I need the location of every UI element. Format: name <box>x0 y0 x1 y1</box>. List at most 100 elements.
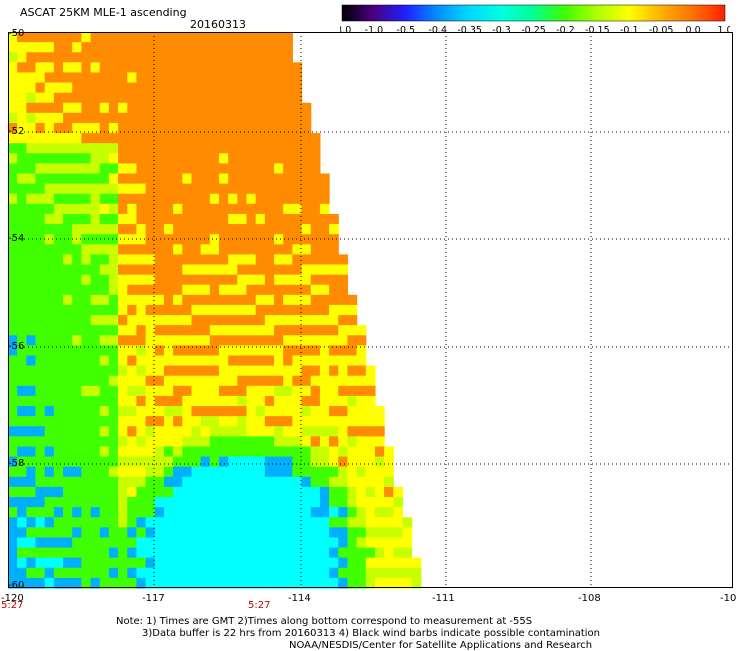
swath-cell <box>310 254 321 266</box>
swath-cell <box>53 527 64 539</box>
swath-cell <box>246 497 257 508</box>
swath-cell <box>200 213 211 225</box>
swath-cell <box>200 315 211 326</box>
swath-cell <box>26 486 37 498</box>
swath-cell <box>118 244 128 255</box>
swath-cell <box>347 304 358 316</box>
swath-cell <box>329 567 339 579</box>
swath-cell <box>90 173 101 185</box>
swath-cell <box>264 224 275 235</box>
swath-cell <box>26 385 37 397</box>
swath-cell <box>283 345 293 357</box>
swath-cell <box>136 284 147 296</box>
swath-cell <box>191 173 202 185</box>
swath-cell <box>264 163 275 175</box>
swath-cell <box>63 284 73 296</box>
swath-cell <box>255 446 266 458</box>
swath-cell <box>301 143 312 154</box>
swath-cell <box>163 476 174 488</box>
swath-cell <box>53 254 64 266</box>
swath-cell <box>209 375 220 387</box>
swath-cell <box>338 567 349 579</box>
swath-cell <box>191 547 202 559</box>
swath-cell <box>374 466 385 478</box>
swath-cell <box>35 254 46 266</box>
swath-cell <box>26 426 37 437</box>
swath-cell <box>136 335 147 346</box>
swath-cell <box>17 183 27 195</box>
swath-cell <box>301 355 312 367</box>
swath-cell <box>182 537 193 549</box>
colorbar-label: -0.15 <box>585 25 610 34</box>
swath-cell <box>81 284 92 296</box>
swath-cell <box>136 446 147 458</box>
swath-cell <box>301 163 312 175</box>
swath-cell <box>154 315 165 326</box>
swath-cell <box>44 345 55 357</box>
swath-cell <box>182 183 193 195</box>
swath-cell <box>99 476 110 488</box>
swath-cell <box>365 557 376 569</box>
swath-cell <box>72 82 82 94</box>
swath-cell <box>264 527 275 539</box>
swath-cell <box>44 294 55 306</box>
swath-cell <box>356 355 367 367</box>
swath-cell <box>356 476 367 488</box>
swath-cell <box>237 416 248 427</box>
swath-cell <box>145 406 156 417</box>
swath-cell <box>292 264 303 276</box>
swath-cell <box>53 476 64 488</box>
swath-cell <box>319 224 330 235</box>
swath-cell <box>209 304 220 316</box>
swath-cell <box>8 567 18 579</box>
swath-cell <box>246 426 257 437</box>
swath-cell <box>310 446 321 458</box>
swath-cell <box>72 355 82 367</box>
swath-cell <box>81 497 92 508</box>
swath-cell <box>145 112 156 124</box>
swath-cell <box>17 294 27 306</box>
swath-cell <box>411 567 422 579</box>
swath-cell <box>26 264 37 276</box>
swath-cell <box>35 527 46 539</box>
swath-cell <box>163 466 174 478</box>
swath-cell <box>35 153 46 165</box>
swath-cell <box>108 436 119 448</box>
swath-cell <box>99 436 110 448</box>
swath-cell <box>218 82 229 94</box>
swath-cell <box>99 486 110 498</box>
swath-cell <box>26 102 37 114</box>
swath-cell <box>319 294 330 306</box>
swath-cell <box>191 486 202 498</box>
swath-cell <box>393 486 404 498</box>
swath-cell <box>310 183 321 195</box>
swath-cell <box>274 203 284 215</box>
swath-cell <box>145 567 156 579</box>
swath-cell <box>163 527 174 539</box>
swath-cell <box>127 517 138 528</box>
swath-cell <box>8 446 18 458</box>
swath-cell <box>53 112 64 124</box>
swath-cell <box>274 507 284 518</box>
swath-cell <box>200 92 211 104</box>
swath-cell <box>127 375 138 387</box>
swath-cell <box>274 355 284 367</box>
swath-cell <box>209 62 220 74</box>
swath-cell <box>182 224 193 235</box>
swath-cell <box>99 507 110 518</box>
swath-cell <box>310 365 321 377</box>
swath-cell <box>8 82 18 94</box>
swath-cell <box>90 466 101 478</box>
swath-cell <box>44 507 55 518</box>
swath-cell <box>228 527 238 539</box>
swath-cell <box>356 446 367 458</box>
swath-cell <box>90 375 101 387</box>
swath-cell <box>8 183 18 195</box>
swath-cell <box>292 315 303 326</box>
swath-cell <box>237 193 248 205</box>
swath-cell <box>356 507 367 518</box>
swath-cell <box>8 385 18 397</box>
swath-cell <box>283 284 293 296</box>
swath-cell <box>218 122 229 134</box>
swath-cell <box>173 163 183 175</box>
